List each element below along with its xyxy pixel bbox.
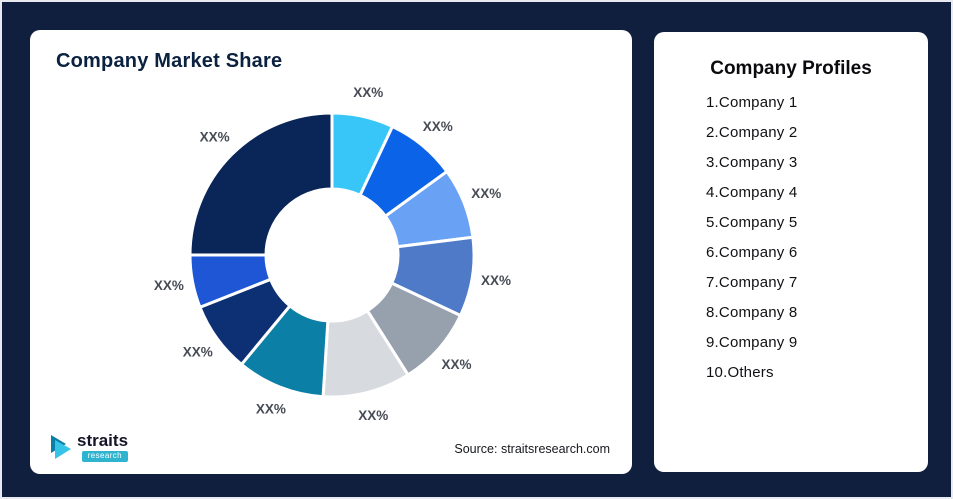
- company-list-item: 4.Company 4: [706, 184, 798, 201]
- company-list-item: 2.Company 2: [706, 124, 798, 141]
- segment-value-label: XX%: [154, 278, 184, 293]
- company-list-item: 1.Company 1: [706, 94, 798, 111]
- company-profiles-card: Company Profiles 1.Company 1 2.Company 2 3…: [654, 32, 928, 472]
- company-list-item: 10.Others: [706, 364, 774, 381]
- segment-value-label: XX%: [183, 345, 213, 360]
- segment-value-label: XX%: [200, 130, 230, 145]
- company-list-item: 6.Company 6: [706, 244, 798, 261]
- company-list: 1.Company 1 2.Company 2 3.Company 3 4.Compa…: [654, 86, 928, 381]
- segment-value-label: XX%: [481, 273, 511, 288]
- source-attribution: Source: straitsresearch.com: [454, 442, 610, 456]
- donut-chart: XX% XX% XX% XX% XX% XX% XX% XX% XX% XX%: [154, 85, 511, 423]
- market-share-card: Company Market Share XX% XX% XX% XX% XX% XX% X…: [30, 30, 632, 474]
- company-list-item: 3.Company 3: [706, 154, 798, 171]
- segment-value-label: XX%: [441, 357, 471, 372]
- donut-segment: [188, 111, 334, 257]
- logo-subtitle: research: [81, 451, 129, 462]
- company-list-item: 9.Company 9: [706, 334, 798, 351]
- company-list-item: 8.Company 8: [706, 304, 798, 321]
- straits-research-logo: straits research: [50, 431, 129, 462]
- company-list-item: 7.Company 7: [706, 274, 798, 291]
- segment-value-label: XX%: [256, 401, 286, 416]
- logo-name: straits: [77, 431, 129, 450]
- segment-value-label: XX%: [353, 85, 383, 100]
- segment-value-label: XX%: [423, 119, 453, 134]
- logo-text: straits research: [77, 431, 129, 462]
- segment-value-label: XX%: [358, 408, 388, 423]
- straits-arrow-icon: [51, 435, 71, 459]
- chart-title: Company Market Share: [56, 50, 283, 72]
- company-list-item: 5.Company 5: [706, 214, 798, 231]
- profiles-title: Company Profiles: [710, 58, 872, 79]
- segment-value-label: XX%: [471, 186, 501, 201]
